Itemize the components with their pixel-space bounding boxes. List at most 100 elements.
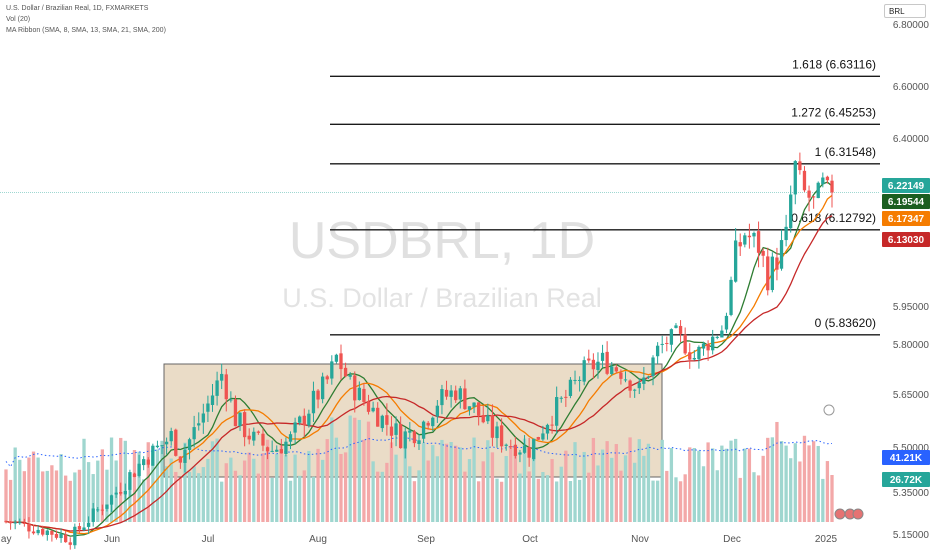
volume-bar — [279, 444, 283, 522]
volume-bar — [45, 470, 49, 522]
volume-bar — [270, 477, 274, 522]
candle-body — [123, 490, 127, 495]
candle-body — [793, 161, 797, 195]
y-tick-label: 5.35000 — [893, 488, 930, 499]
volume-bar — [555, 481, 559, 522]
volume-bar — [775, 421, 779, 522]
volume-bar — [316, 448, 320, 522]
volume-bar — [692, 448, 696, 522]
volume-bar — [532, 441, 536, 522]
candle-body — [86, 522, 91, 527]
y-tick-label: 5.15000 — [893, 530, 930, 541]
volume-bar — [779, 441, 784, 522]
volume-bar — [509, 447, 513, 522]
x-tick-label: Nov — [631, 534, 649, 545]
volume-bar — [435, 456, 440, 522]
candle-body — [242, 412, 247, 438]
volume-tag — [882, 450, 930, 465]
candle-body — [119, 492, 123, 494]
volume-bar — [77, 469, 82, 522]
candle-body — [421, 421, 426, 439]
volume-bar — [293, 454, 297, 522]
fib-level-label: 0 (5.83620) — [815, 316, 876, 330]
candle-body — [343, 367, 348, 377]
currency-selector[interactable]: BRL — [884, 4, 926, 18]
candle-body — [197, 423, 201, 426]
candle-body — [555, 397, 559, 426]
candle-body — [467, 406, 472, 410]
price-tag — [882, 211, 930, 226]
candle-body — [729, 279, 733, 315]
volume-bar — [256, 473, 261, 522]
candle-body — [688, 352, 692, 360]
candle-body — [155, 445, 160, 448]
candle-body — [678, 325, 683, 334]
volume-bar — [169, 458, 173, 522]
x-tick-label: Sep — [417, 534, 435, 545]
volume-bar — [417, 470, 421, 522]
candle-body — [651, 357, 655, 377]
volume-bar — [454, 445, 458, 522]
volume-bar — [669, 448, 674, 522]
candle-body — [408, 430, 412, 433]
candle-body — [82, 527, 86, 531]
candle-body — [499, 425, 504, 447]
x-tick-label: Dec — [723, 534, 741, 545]
volume-bar — [431, 445, 435, 522]
volume-bar — [68, 480, 72, 522]
candle-body — [385, 415, 389, 425]
candle-body — [334, 354, 339, 362]
candle-body — [36, 529, 40, 534]
volume-bar — [105, 469, 109, 522]
volume-bar — [568, 481, 573, 522]
volume-bar — [13, 447, 17, 522]
candle-body — [77, 526, 82, 530]
candle-body — [674, 325, 678, 328]
candle-body — [330, 361, 334, 379]
candle-body — [577, 379, 582, 381]
candle-body — [426, 422, 430, 426]
volume-bar — [807, 445, 811, 522]
x-tick-label: Jun — [104, 534, 120, 545]
candle-body — [743, 235, 747, 245]
candle-body — [504, 444, 508, 446]
volume-bar — [27, 457, 31, 522]
volume-bar — [325, 439, 329, 522]
volume-bar — [252, 458, 256, 522]
volume-bar — [633, 462, 637, 522]
candle-body — [293, 422, 297, 433]
volume-bar — [600, 449, 605, 522]
volume-bar — [811, 441, 816, 522]
volume-bar — [242, 460, 247, 522]
volume-bar — [343, 452, 348, 522]
volume-bar — [31, 451, 36, 522]
volume-bar — [18, 459, 22, 522]
candle-body — [142, 459, 146, 466]
x-tick-label: 2025 — [815, 534, 838, 545]
candle-body — [830, 180, 834, 193]
candle-body — [444, 389, 449, 397]
volume-bar — [215, 438, 219, 522]
candle-body — [307, 413, 311, 426]
volume-bar — [766, 437, 770, 522]
fib-level-label: 1.618 (6.63116) — [792, 57, 876, 71]
volume-bar — [320, 459, 325, 522]
ma-line-sma-21 — [5, 215, 833, 532]
volume-bar — [784, 445, 788, 522]
candle-body — [665, 342, 669, 344]
candle-body — [490, 415, 495, 438]
candle-body — [164, 441, 169, 445]
volume-bar — [64, 475, 68, 522]
candle-body — [270, 450, 274, 452]
volume-bar — [490, 452, 495, 522]
volume-bar — [302, 470, 306, 522]
candle-body — [518, 452, 522, 455]
volume-bar — [678, 481, 683, 522]
candle-body — [353, 375, 357, 401]
volume-bar — [109, 437, 114, 522]
volume-bar — [385, 462, 389, 522]
candle-body — [325, 376, 329, 380]
candle-body — [417, 440, 421, 444]
volume-bar — [339, 453, 343, 522]
